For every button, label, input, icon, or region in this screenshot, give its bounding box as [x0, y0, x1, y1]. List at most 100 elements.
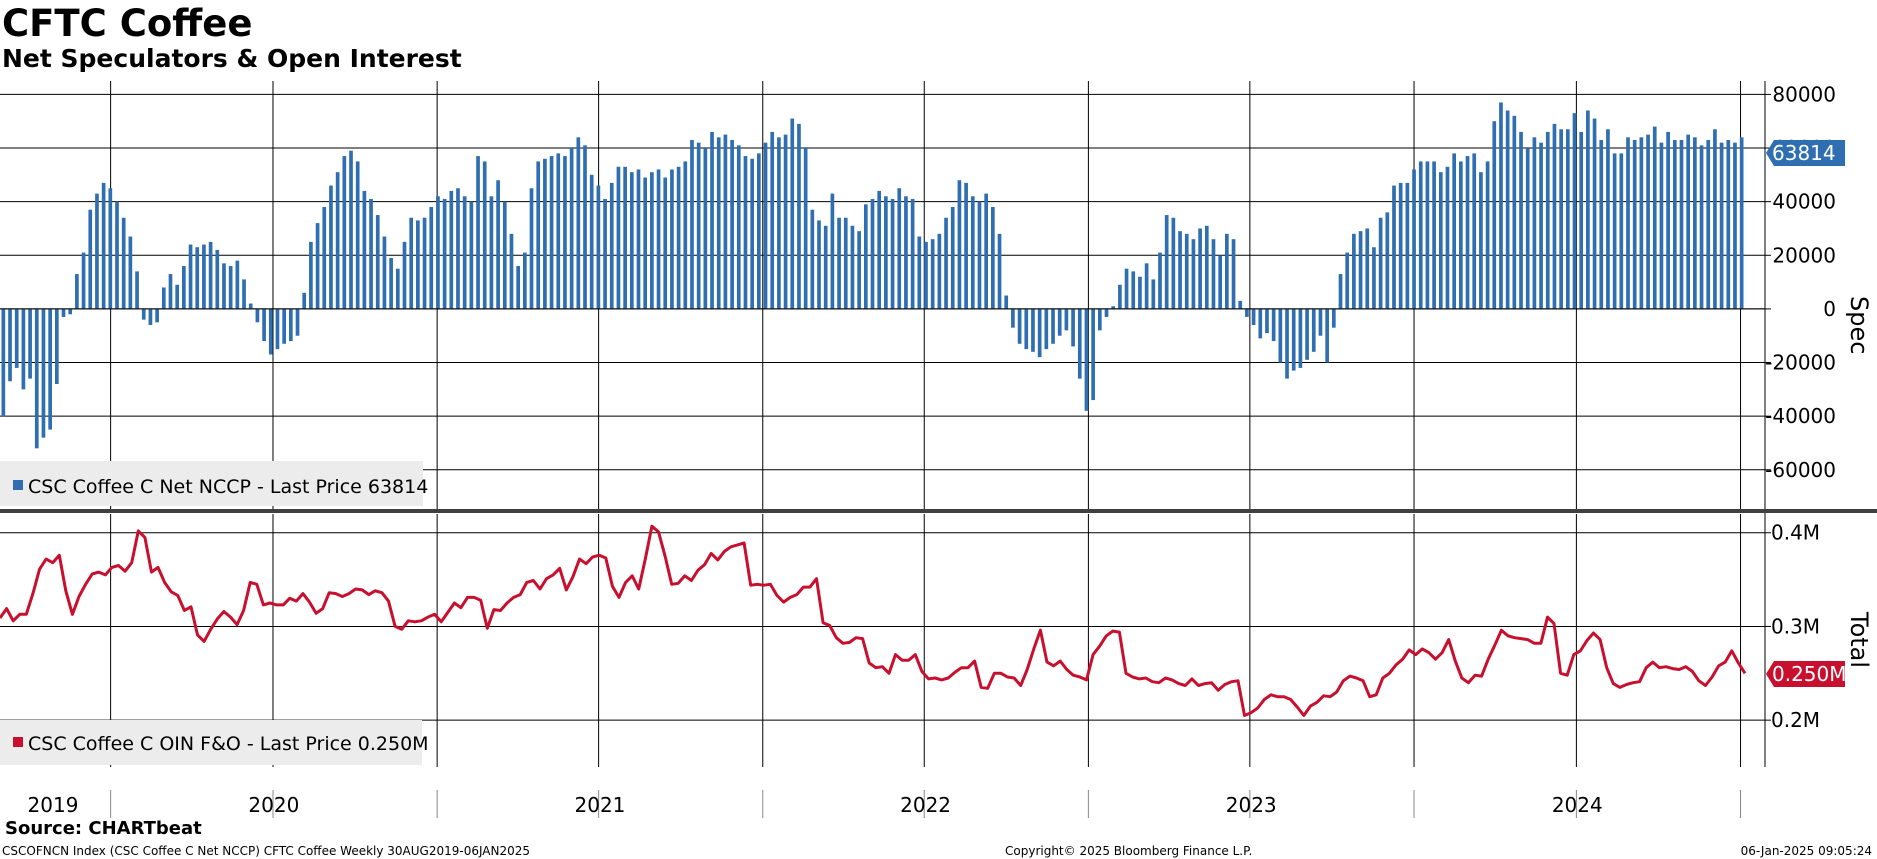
spec-bar — [850, 225, 855, 309]
spec-y-tick-label: 40000 — [1772, 190, 1836, 214]
spec-bar — [944, 217, 948, 309]
spec-bar — [1432, 161, 1436, 309]
spec-bar — [141, 308, 146, 320]
spec-bar — [556, 153, 561, 309]
spec-bar — [188, 244, 193, 309]
spec-bar — [663, 177, 668, 309]
footer-security: CSCOFNCN Index (CSC Coffee C Net NCCP) C… — [2, 844, 531, 858]
spec-bar — [1, 308, 6, 417]
spec-bar — [563, 156, 567, 309]
spec-bar — [268, 308, 273, 355]
spec-bar — [1719, 142, 1724, 309]
spec-bar — [68, 308, 73, 315]
spec-bar — [543, 158, 547, 309]
spec-bar — [1184, 233, 1189, 309]
spec-bar — [977, 201, 982, 309]
spec-bar — [623, 166, 627, 309]
spec-bar — [382, 236, 387, 309]
spec-bar — [496, 180, 500, 309]
spec-bar — [583, 145, 587, 309]
spec-bar — [1171, 217, 1176, 309]
spec-bar — [48, 308, 52, 430]
spec-bar — [603, 198, 607, 309]
spec-bar — [1138, 276, 1142, 309]
spec-y-tick-label: 20000 — [1772, 243, 1836, 267]
total-last-price-label: 0.250M — [1772, 662, 1847, 686]
spec-bar — [1532, 137, 1537, 309]
spec-bar — [1572, 113, 1577, 309]
spec-bar — [349, 150, 353, 309]
spec-bar — [650, 172, 654, 309]
source-note: Source: CHARTbeat — [5, 818, 202, 839]
spec-bar — [1011, 308, 1015, 328]
spec-bar — [1639, 137, 1644, 309]
total-series-line — [0, 524, 1747, 717]
spec-bar — [108, 188, 113, 309]
spec-bar — [1626, 137, 1630, 309]
spec-bar — [168, 274, 173, 309]
spec-bar — [449, 190, 454, 309]
spec-bar — [75, 274, 79, 309]
spec-bar — [1612, 153, 1617, 309]
spec-bar — [596, 185, 601, 309]
spec-bar — [1278, 308, 1283, 363]
spec-bar — [1111, 306, 1116, 309]
spec-bar — [696, 142, 701, 309]
spec-bar — [997, 233, 1002, 309]
footer-copyright: Copyright© 2025 Bloomberg Finance L.P. — [1005, 844, 1253, 858]
spec-bar — [1492, 121, 1497, 309]
spec-bar — [609, 182, 614, 309]
spec-bar — [502, 201, 507, 309]
spec-bar — [215, 249, 220, 309]
spec-bar — [716, 137, 721, 309]
spec-bar — [135, 271, 139, 309]
spec-bar — [837, 217, 841, 309]
spec-bar — [1178, 231, 1182, 309]
spec-bar — [703, 148, 708, 309]
spec-bar — [1057, 308, 1062, 336]
spec-bar — [81, 252, 86, 309]
spec-bar — [1652, 126, 1657, 309]
spec-bar — [1706, 139, 1711, 309]
spec-bar — [1265, 308, 1269, 334]
spec-bar — [202, 244, 206, 309]
spec-bar — [8, 308, 12, 382]
spec-bar — [757, 153, 761, 309]
spec-bar — [1659, 142, 1664, 309]
spec-bar — [1245, 308, 1249, 317]
spec-bar — [302, 292, 307, 309]
total-y-tick-label: 0.4M — [1771, 521, 1820, 545]
chart-subtitle: Net Speculators & Open Interest — [2, 44, 462, 73]
spec-bar — [1632, 139, 1637, 309]
spec-bar — [1345, 252, 1350, 309]
spec-bar — [1164, 215, 1169, 309]
spec-bar — [1204, 225, 1209, 309]
spec-bar — [810, 209, 815, 309]
spec-bar — [1044, 308, 1049, 350]
spec-bar — [255, 308, 260, 323]
total-y-tick-label: 0.2M — [1771, 708, 1820, 732]
spec-bar — [830, 193, 835, 309]
spec-bar — [549, 156, 554, 309]
spec-bar — [1499, 102, 1503, 309]
spec-bar — [1392, 185, 1396, 309]
x-axis-year-label: 2023 — [1226, 793, 1277, 817]
spec-bar — [228, 266, 233, 309]
spec-bar — [1672, 139, 1677, 309]
spec-bar — [763, 142, 768, 309]
spec-bar — [1372, 247, 1376, 309]
spec-bar — [54, 308, 59, 384]
total-last-price-tag: 0.250M — [1766, 661, 1847, 687]
spec-bar — [1238, 300, 1243, 309]
spec-bar — [235, 260, 240, 309]
spec-legend-label: CSC Coffee C Net NCCP - Last Price 63814 — [28, 476, 428, 498]
spec-bar — [1071, 308, 1075, 347]
spec-y-tick-label: 80000 — [1772, 82, 1836, 106]
spec-bar — [523, 252, 527, 309]
spec-bar — [576, 137, 581, 309]
spec-bar — [429, 207, 434, 309]
spec-bar — [904, 196, 908, 309]
spec-bar — [643, 177, 648, 309]
spec-bar — [362, 190, 367, 309]
spec-bar — [355, 161, 360, 309]
